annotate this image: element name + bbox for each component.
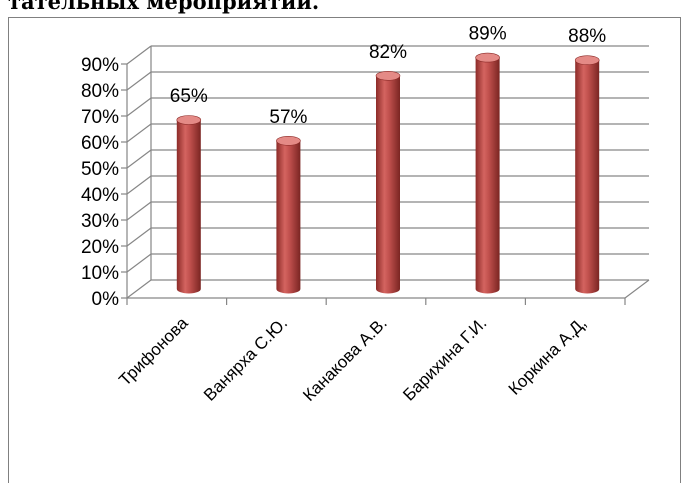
- axes: [121, 46, 650, 305]
- gridline-side: [126, 175, 152, 195]
- data-labels: 65% 57% 82% 89% 88%: [170, 24, 607, 128]
- y-axis-ticks: 0% 10% 20% 30% 40% 50% 60% 70% 80% 90%: [81, 55, 119, 310]
- gridline-side: [126, 149, 152, 169]
- y-tick-label: 90%: [81, 55, 119, 76]
- gridline-side: [126, 279, 152, 299]
- y-tick-label: 30%: [81, 211, 119, 232]
- category-label: Канакова А.В.: [299, 313, 391, 405]
- category-label: Ванярха С.Ю.: [200, 313, 291, 404]
- bar: [375, 71, 401, 294]
- data-label: 89%: [469, 24, 507, 45]
- bars: [176, 52, 600, 294]
- data-label: 88%: [568, 26, 606, 47]
- gridline-side: [126, 71, 152, 91]
- floor-right-edge: [624, 279, 650, 299]
- category-label: Коркина А.Д,: [505, 313, 590, 398]
- y-tick-label: 0%: [92, 289, 120, 310]
- y-tick-label: 40%: [81, 185, 119, 206]
- data-label: 57%: [269, 107, 307, 128]
- y-tick-label: 70%: [81, 107, 119, 128]
- bar: [475, 52, 500, 294]
- category-labels: Трифонова Ванярха С.Ю. Канакова А.В. Барихи…: [115, 313, 590, 405]
- category-label: Трифонова: [115, 313, 192, 390]
- gridline-side: [126, 201, 152, 221]
- gridline-side: [126, 97, 152, 117]
- gridline-side: [126, 227, 152, 247]
- bar: [176, 115, 202, 294]
- y-tick-label: 50%: [81, 159, 119, 180]
- y-tick-label: 10%: [81, 263, 119, 284]
- bar: [574, 55, 600, 294]
- y-tick-label: 80%: [81, 81, 119, 102]
- gridline-side: [126, 123, 152, 143]
- category-label: Барихина Г.И.: [399, 313, 490, 404]
- chart-frame: [8, 17, 681, 483]
- y-tick-label: 60%: [81, 133, 119, 154]
- data-label: 65%: [170, 86, 208, 107]
- bar: [276, 136, 301, 294]
- data-label: 82%: [369, 42, 407, 63]
- gridline-side: [126, 253, 152, 273]
- y-tick-label: 20%: [81, 237, 119, 258]
- gridline-side: [126, 45, 152, 65]
- page-caption: тательных мероприятий.: [8, 0, 320, 14]
